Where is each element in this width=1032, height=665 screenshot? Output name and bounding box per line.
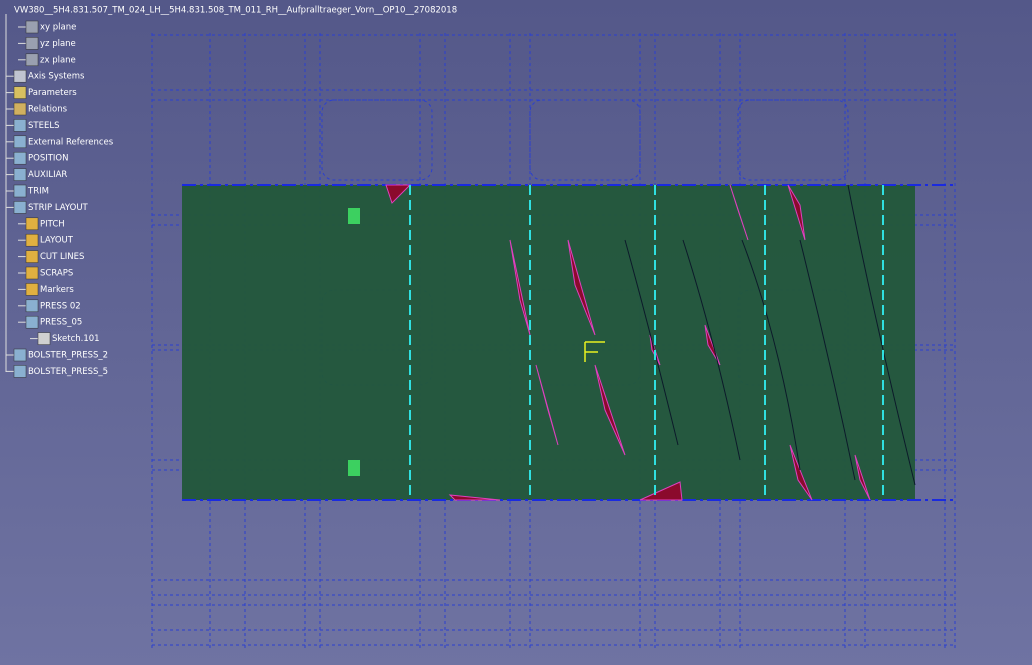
axis-symbol — [584, 341, 605, 362]
cut-lines — [624, 184, 916, 486]
tree-icon — [25, 233, 39, 247]
tree-icon — [25, 217, 39, 231]
tree-icon — [13, 184, 27, 198]
tree-item[interactable]: STEELS — [28, 121, 59, 131]
tree-icon — [13, 102, 27, 116]
tree-icon — [13, 69, 27, 83]
die-pocket — [737, 99, 849, 181]
tree-item[interactable]: PRESS_05 — [40, 318, 82, 328]
tree-item[interactable]: Markers — [40, 285, 74, 295]
tree-icon — [25, 20, 39, 34]
die-pocket — [321, 99, 433, 181]
tree-item[interactable]: Axis Systems — [28, 72, 85, 82]
tree-item[interactable]: Sketch.101 — [52, 334, 100, 344]
tree-item[interactable]: xy plane — [40, 23, 76, 33]
spec-tree: VW380__5H4.831.507_TM_024_LH__5H4.831.50… — [5, 6, 457, 378]
tree-icon — [13, 168, 27, 181]
tree-icon — [37, 332, 51, 345]
tree-item[interactable]: Relations — [28, 105, 68, 115]
strip — [182, 185, 915, 500]
tree-item[interactable]: STRIP LAYOUT — [28, 203, 89, 213]
tree-item[interactable]: POSITION — [28, 154, 68, 164]
pitch-lines — [409, 185, 884, 500]
tree-item[interactable]: LAYOUT — [40, 236, 74, 246]
tree-icon — [13, 119, 27, 132]
tree-item[interactable]: TRIM — [27, 187, 49, 197]
tree-item[interactable]: yz plane — [40, 39, 76, 49]
tree-icon — [25, 299, 39, 313]
tree-item[interactable]: PITCH — [40, 219, 65, 229]
die-pocket — [529, 99, 641, 181]
tree-icon — [25, 266, 39, 280]
tree-item[interactable]: Parameters — [28, 88, 77, 98]
tree-icon — [25, 53, 39, 67]
tree-icon — [13, 135, 27, 149]
scraps — [385, 184, 871, 501]
tree-icon — [13, 151, 27, 165]
marker-icon — [348, 208, 360, 224]
tree-root[interactable]: VW380__5H4.831.507_TM_024_LH__5H4.831.50… — [14, 6, 457, 16]
tree-icon — [13, 201, 27, 214]
tree-icon — [13, 365, 27, 378]
tree-item[interactable]: CUT LINES — [40, 252, 84, 262]
tree-icon — [25, 283, 39, 296]
tree-icon — [13, 86, 27, 99]
tree-item[interactable]: BOLSTER_PRESS_2 — [28, 351, 108, 361]
tree-item[interactable]: zx plane — [40, 55, 76, 65]
tree-icon — [25, 315, 39, 329]
tree-item[interactable]: BOLSTER_PRESS_5 — [28, 367, 108, 377]
tree-item[interactable]: AUXILIAR — [28, 170, 67, 180]
tree-icon — [25, 37, 39, 50]
tree-item[interactable]: External References — [28, 137, 114, 147]
marker-icon — [348, 460, 360, 476]
tree-item[interactable]: PRESS 02 — [40, 301, 81, 311]
tree-item[interactable]: SCRAPS — [40, 269, 73, 279]
tree-icon — [13, 348, 27, 362]
tree-icon — [25, 250, 39, 263]
